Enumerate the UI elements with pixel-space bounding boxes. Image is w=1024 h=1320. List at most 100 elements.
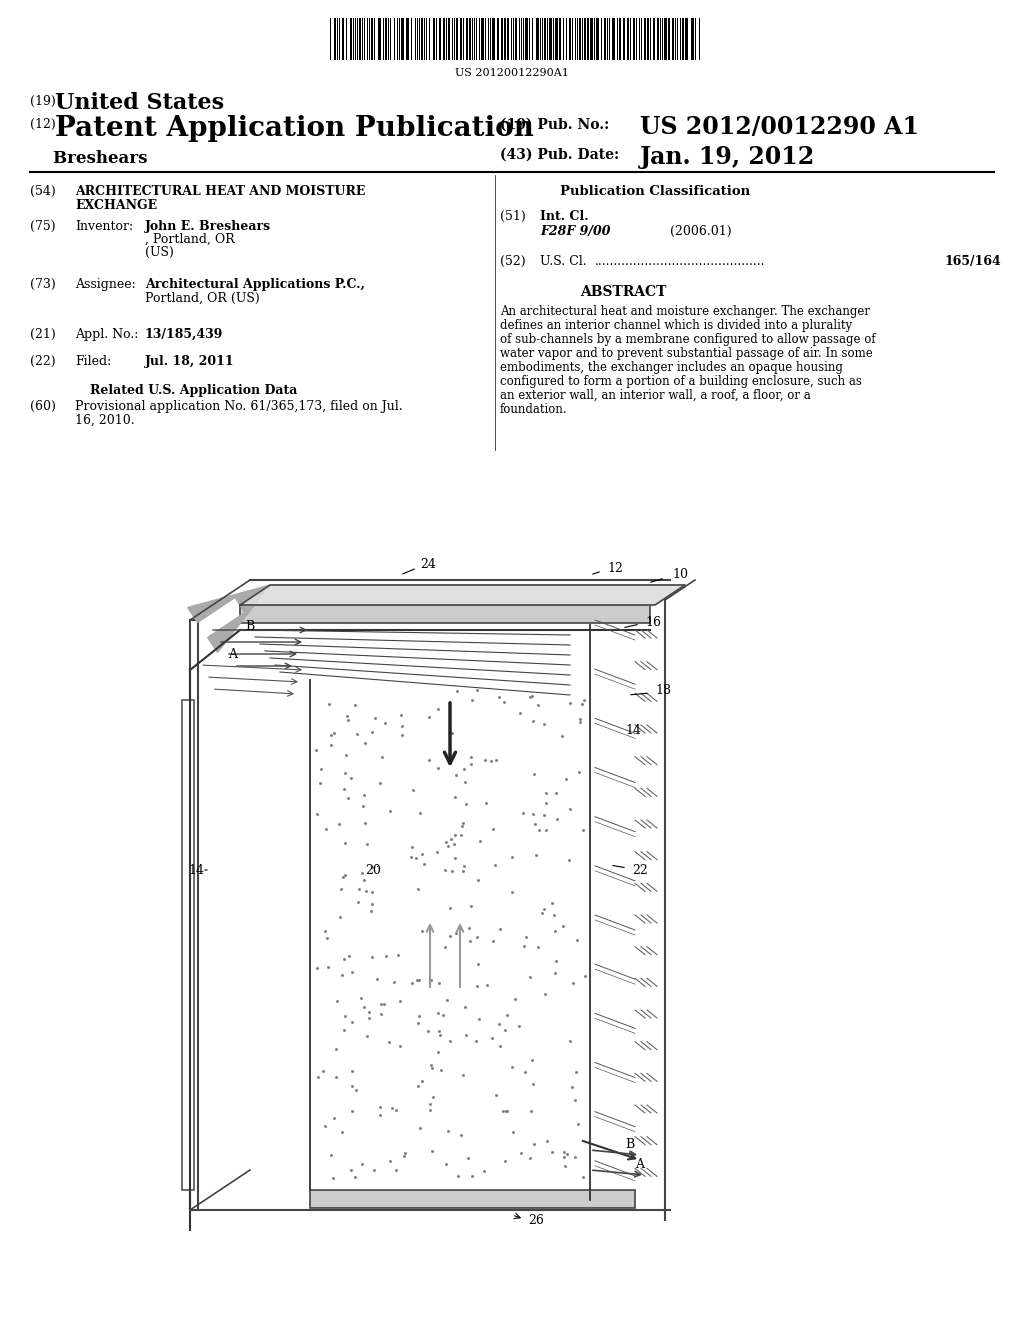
Text: (12): (12) (30, 117, 55, 131)
Bar (466, 18, 468, 59)
Text: foundation.: foundation. (500, 403, 567, 416)
Text: 16: 16 (645, 615, 662, 628)
Text: Patent Application Publication: Patent Application Publication (55, 115, 534, 143)
Bar (644, 18, 646, 59)
Text: Appl. No.:: Appl. No.: (75, 327, 138, 341)
Bar (647, 18, 649, 59)
Bar (604, 18, 606, 59)
Text: , Portland, OR: , Portland, OR (145, 234, 234, 246)
Text: Breshears: Breshears (30, 150, 147, 168)
Bar (334, 18, 336, 59)
Bar (507, 18, 509, 59)
Bar (587, 18, 589, 59)
Bar (401, 18, 404, 59)
Bar (525, 18, 528, 59)
Text: water vapor and to prevent substantial passage of air. In some: water vapor and to prevent substantial p… (500, 347, 872, 360)
Text: embodiments, the exchanger includes an opaque housing: embodiments, the exchanger includes an o… (500, 360, 843, 374)
Bar (439, 18, 441, 59)
Text: 18: 18 (655, 684, 671, 697)
Bar (618, 18, 621, 59)
Text: Publication Classification: Publication Classification (560, 185, 751, 198)
Bar (584, 18, 586, 59)
Text: ARCHITECTURAL HEAT AND MOISTURE: ARCHITECTURAL HEAT AND MOISTURE (75, 185, 366, 198)
Text: defines an interior channel which is divided into a plurality: defines an interior channel which is div… (500, 319, 852, 333)
Bar (497, 18, 499, 59)
Text: 10: 10 (672, 569, 688, 582)
Bar (456, 18, 458, 59)
Text: Inventor:: Inventor: (75, 220, 133, 234)
Text: 22: 22 (632, 863, 648, 876)
Text: 16, 2010.: 16, 2010. (75, 414, 134, 426)
Bar (342, 18, 344, 59)
Text: 14: 14 (625, 723, 641, 737)
Bar (590, 18, 593, 59)
Bar (433, 18, 435, 59)
Bar (623, 18, 625, 59)
Bar (504, 18, 506, 59)
Text: an exterior wall, an interior wall, a roof, a floor, or a: an exterior wall, an interior wall, a ro… (500, 389, 811, 403)
Text: (75): (75) (30, 220, 55, 234)
Bar (612, 18, 615, 59)
Text: John E. Breshears: John E. Breshears (145, 220, 271, 234)
Text: (10) Pub. No.:: (10) Pub. No.: (500, 117, 609, 132)
Text: US 2012/0012290 A1: US 2012/0012290 A1 (640, 115, 919, 139)
Bar (385, 18, 387, 59)
Bar (371, 18, 373, 59)
Text: ABSTRACT: ABSTRACT (580, 285, 667, 300)
Text: (52): (52) (500, 255, 525, 268)
Bar (691, 18, 694, 59)
Bar (633, 18, 635, 59)
Bar (536, 18, 539, 59)
FancyBboxPatch shape (189, 619, 199, 1210)
Bar (596, 18, 599, 59)
Bar (469, 18, 471, 59)
Text: Assignee:: Assignee: (75, 279, 136, 290)
Text: (54): (54) (30, 185, 55, 198)
Text: EXCHANGE: EXCHANGE (75, 199, 157, 213)
Bar (492, 18, 495, 59)
Text: (51): (51) (500, 210, 525, 223)
Text: 12: 12 (607, 561, 623, 574)
Text: A: A (228, 648, 237, 661)
Text: of sub-channels by a membrane configured to allow passage of: of sub-channels by a membrane configured… (500, 333, 876, 346)
Text: Int. Cl.: Int. Cl. (540, 210, 589, 223)
Text: Architectural Applications P.C.,: Architectural Applications P.C., (145, 279, 365, 290)
Text: An architectural heat and moisture exchanger. The exchanger: An architectural heat and moisture excha… (500, 305, 870, 318)
Bar (359, 18, 361, 59)
Bar (406, 18, 409, 59)
Text: ............................................: ........................................… (595, 255, 766, 268)
Text: (19): (19) (30, 95, 55, 108)
Bar (672, 18, 674, 59)
Bar (657, 18, 659, 59)
Text: 24: 24 (420, 558, 436, 572)
Bar (443, 18, 445, 59)
Text: (2006.01): (2006.01) (670, 224, 731, 238)
Bar (501, 18, 503, 59)
Bar (559, 18, 561, 59)
Text: US 20120012290A1: US 20120012290A1 (455, 69, 569, 78)
Text: configured to form a portion of a building enclosure, such as: configured to form a portion of a buildi… (500, 375, 862, 388)
Bar (653, 18, 655, 59)
Text: Portland, OR (US): Portland, OR (US) (145, 292, 260, 305)
Bar (549, 18, 552, 59)
Text: (21): (21) (30, 327, 55, 341)
FancyArrow shape (187, 585, 270, 652)
Text: United States: United States (55, 92, 224, 114)
Bar (449, 18, 450, 59)
Bar (182, 700, 194, 1191)
Bar (664, 18, 667, 59)
Text: Related U.S. Application Data: Related U.S. Application Data (90, 384, 297, 397)
Bar (421, 18, 423, 59)
Text: 14: 14 (188, 863, 204, 876)
Bar (350, 18, 352, 59)
Text: B: B (245, 620, 254, 634)
Text: (22): (22) (30, 355, 55, 368)
Text: A: A (635, 1158, 644, 1171)
Bar (579, 18, 581, 59)
Bar (685, 18, 688, 59)
Polygon shape (240, 585, 685, 605)
Bar (481, 18, 484, 59)
Bar (682, 18, 684, 59)
Text: 26: 26 (528, 1213, 544, 1226)
Text: Provisional application No. 61/365,173, filed on Jul.: Provisional application No. 61/365,173, … (75, 400, 402, 413)
